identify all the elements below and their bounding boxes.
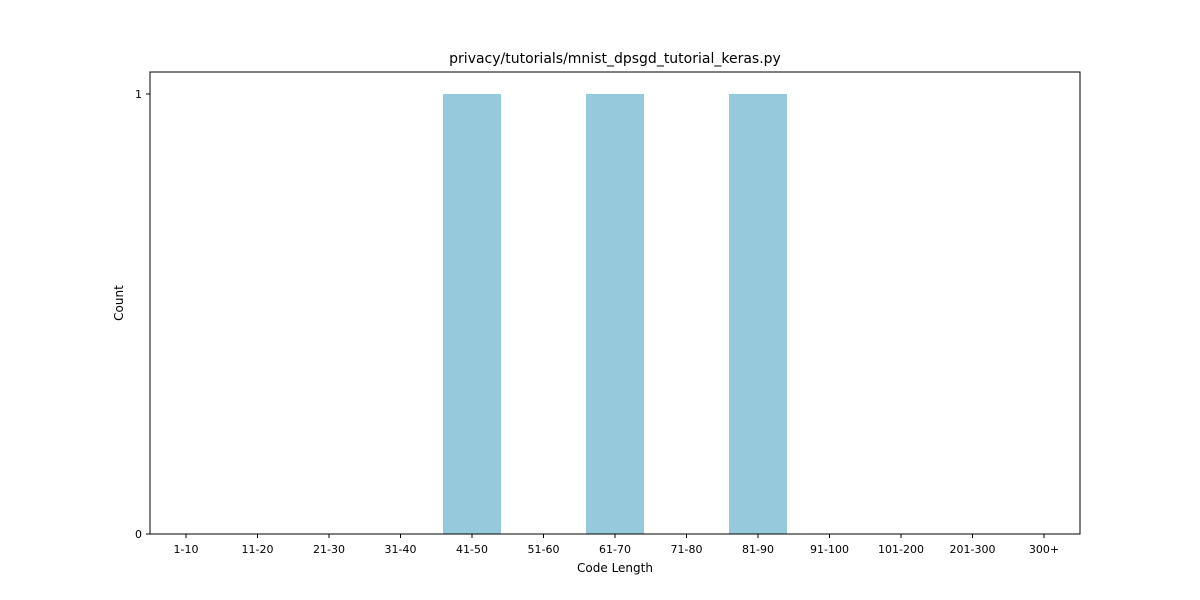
x-tick-label: 300+ — [1029, 543, 1059, 556]
x-axis-label: Code Length — [577, 561, 653, 575]
x-tick-label: 11-20 — [242, 543, 274, 556]
x-tick-label: 81-90 — [742, 543, 774, 556]
x-tick-label: 71-80 — [671, 543, 703, 556]
x-tick-label: 1-10 — [174, 543, 199, 556]
y-axis-ticks: 01 — [135, 88, 150, 541]
x-tick-label: 101-200 — [878, 543, 924, 556]
bar-81-90 — [729, 94, 787, 534]
x-tick-label: 21-30 — [313, 543, 345, 556]
x-tick-label: 91-100 — [810, 543, 849, 556]
y-tick-label: 0 — [135, 528, 142, 541]
bars-group — [443, 94, 787, 534]
plot-area-frame — [149, 71, 1081, 535]
x-tick-label: 41-50 — [456, 543, 488, 556]
bar-61-70 — [586, 94, 644, 534]
y-tick-label: 1 — [135, 88, 142, 101]
x-tick-label: 51-60 — [528, 543, 560, 556]
x-tick-label: 61-70 — [599, 543, 631, 556]
x-tick-label: 31-40 — [385, 543, 417, 556]
y-axis-label: Count — [112, 285, 126, 321]
x-tick-label: 201-300 — [950, 543, 996, 556]
chart-title: privacy/tutorials/mnist_dpsgd_tutorial_k… — [449, 51, 781, 67]
bar-41-50 — [443, 94, 501, 534]
x-axis-ticks: 1-10 11-20 21-30 31-40 41-50 51-60 61-70 71-80 8… — [174, 534, 1059, 556]
